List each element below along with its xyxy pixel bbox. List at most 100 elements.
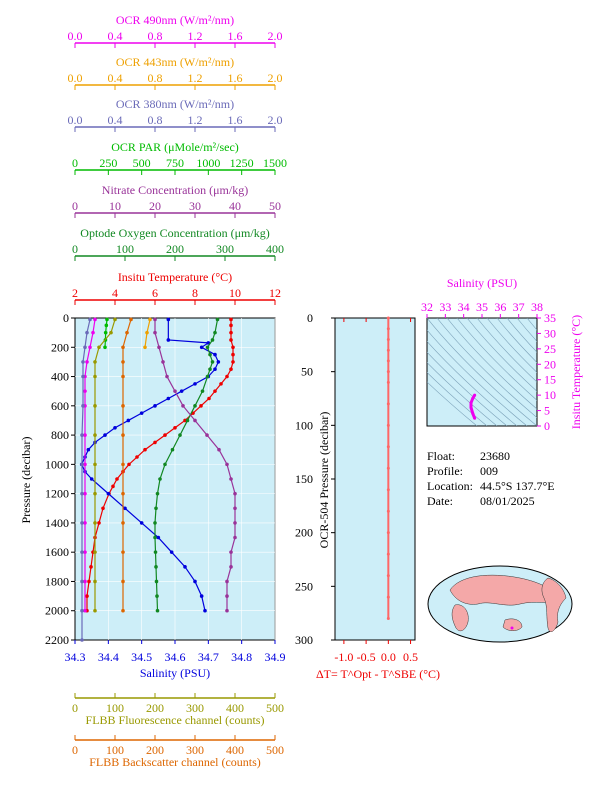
series-point-fluorescence bbox=[93, 491, 97, 496]
series-point-nitrate bbox=[165, 374, 169, 379]
tick-label-ocr490: 0.8 bbox=[148, 29, 163, 43]
tick-label-oxygen: 100 bbox=[116, 242, 134, 256]
tick-label-fluorescence: 400 bbox=[226, 701, 244, 715]
series-point-salinity bbox=[199, 594, 204, 598]
ts-contour-line bbox=[456, 318, 537, 401]
tick-label-nitrate: 20 bbox=[149, 199, 161, 213]
tick-label-pressure: 1400 bbox=[45, 516, 69, 530]
series-point-ocr380 bbox=[80, 638, 84, 642]
ts-contour-line bbox=[446, 318, 537, 410]
tick-label-nitrate: 40 bbox=[229, 199, 241, 213]
delta-t-point bbox=[386, 445, 390, 449]
axis-label-nitrate: Nitrate Concentration (μm/kg) bbox=[102, 183, 248, 197]
tick-label-ocr490: 0.0 bbox=[68, 29, 83, 43]
tick-label-ts-salinity: 34 bbox=[458, 300, 470, 314]
tick-label-temperature: 4 bbox=[112, 286, 118, 300]
delta-t-point bbox=[386, 574, 390, 578]
tick-label-temperature: 2 bbox=[72, 286, 78, 300]
tick-label-oxygen: 0 bbox=[72, 242, 78, 256]
series-point-temperature bbox=[231, 345, 235, 350]
bottom-axes: 34.3 34.4 34.5 34.6 34.7 34.8 34.9 Salinity (PS… bbox=[65, 640, 286, 769]
series-point-oxygen bbox=[178, 433, 182, 437]
tick-label-ocr380: 1.6 bbox=[228, 113, 243, 127]
world-map bbox=[427, 565, 573, 643]
series-point-oxygen bbox=[155, 491, 160, 496]
tick-label-backscatter: 100 bbox=[106, 743, 124, 757]
tick-label-ts-temperature: 10 bbox=[544, 388, 556, 402]
series-point-ocr490 bbox=[83, 550, 87, 554]
ts-contour-line bbox=[427, 340, 518, 426]
series-point-oxygen bbox=[155, 608, 160, 613]
ts-contour-line bbox=[427, 362, 498, 426]
series-point-salinity bbox=[139, 521, 144, 525]
series-point-nitrate bbox=[229, 477, 233, 481]
series-point-temperature bbox=[229, 338, 233, 342]
series-point-oxygen bbox=[153, 535, 157, 540]
tick-label-par: 0 bbox=[72, 156, 78, 170]
location-label: Location: bbox=[427, 479, 473, 493]
series-point-ocr443 bbox=[145, 330, 149, 335]
ts-contour-line bbox=[427, 351, 508, 426]
tick-label-backscatter: 200 bbox=[146, 743, 164, 757]
series-point-par bbox=[104, 323, 109, 328]
tick-label-pressure: 2200 bbox=[45, 633, 69, 647]
series-point-par bbox=[103, 330, 108, 335]
series-point-ocr380 bbox=[80, 521, 84, 525]
series-point-nitrate bbox=[225, 579, 229, 584]
delta-t-point bbox=[386, 359, 390, 363]
series-point-backscatter bbox=[121, 550, 125, 554]
ts-contour-line bbox=[427, 329, 528, 426]
series-point-ocr380 bbox=[88, 317, 92, 322]
series-point-salinity bbox=[179, 389, 184, 393]
date-label: Date: bbox=[427, 494, 453, 508]
series-point-ocr490 bbox=[83, 433, 87, 437]
tick-label-temperature: 12 bbox=[269, 286, 281, 300]
series-point-temperature bbox=[111, 484, 115, 489]
ts-point bbox=[473, 416, 477, 420]
series-point-nitrate bbox=[225, 594, 229, 598]
series-point-salinity bbox=[199, 345, 204, 350]
series-point-nitrate bbox=[161, 360, 165, 364]
series-point-oxygen bbox=[170, 447, 175, 452]
series-point-temperature bbox=[229, 317, 233, 322]
delta-t-point bbox=[386, 466, 390, 470]
series-point-fluorescence bbox=[93, 521, 97, 525]
series-point-nitrate bbox=[153, 317, 157, 322]
tick-label-pressure: 1600 bbox=[45, 545, 69, 559]
float-label: Float: bbox=[427, 449, 455, 463]
tick-label-ocr443: 1.6 bbox=[228, 71, 243, 85]
series-point-backscatter bbox=[129, 317, 133, 322]
ts-series bbox=[469, 393, 477, 420]
series-point-nitrate bbox=[229, 565, 233, 569]
main-series bbox=[79, 317, 237, 642]
series-point-salinity bbox=[106, 491, 111, 496]
delta-t-point bbox=[386, 509, 390, 513]
series-point-oxygen bbox=[153, 550, 158, 554]
tick-label-par: 750 bbox=[166, 156, 184, 170]
series-point-temperature bbox=[115, 477, 119, 481]
profile-label: Profile: bbox=[427, 464, 463, 478]
ts-contour-line bbox=[476, 318, 537, 383]
tick-label-ocr490: 2.0 bbox=[268, 29, 283, 43]
series-point-backscatter bbox=[121, 374, 125, 379]
series-point-fluorescence bbox=[93, 374, 97, 379]
tick-label-par: 250 bbox=[99, 156, 117, 170]
main-left-axis-label: Pressure (decibar) bbox=[19, 437, 33, 524]
series-point-temperature bbox=[231, 352, 235, 357]
series-point-ocr490 bbox=[83, 521, 87, 525]
ts-contour-line bbox=[496, 318, 537, 363]
series-point-nitrate bbox=[173, 389, 177, 393]
series-point-backscatter bbox=[121, 579, 125, 584]
tick-label-backscatter: 500 bbox=[266, 743, 284, 757]
tick-label-ocr443: 0.0 bbox=[68, 71, 83, 85]
tick-label-nitrate: 10 bbox=[109, 199, 121, 213]
series-point-backscatter bbox=[125, 330, 129, 335]
tick-label-ocr-pressure: 150 bbox=[295, 472, 313, 486]
series-point-nitrate bbox=[233, 535, 237, 540]
ts-point bbox=[469, 401, 473, 405]
float-value: 23680 bbox=[480, 449, 510, 463]
series-point-temperature bbox=[85, 594, 89, 598]
delta-t-bottom-label: ΔT= T^Opt - T^SBE (°C) bbox=[316, 667, 440, 681]
tick-label-ocr490: 0.4 bbox=[108, 29, 123, 43]
series-point-oxygen bbox=[208, 352, 212, 357]
